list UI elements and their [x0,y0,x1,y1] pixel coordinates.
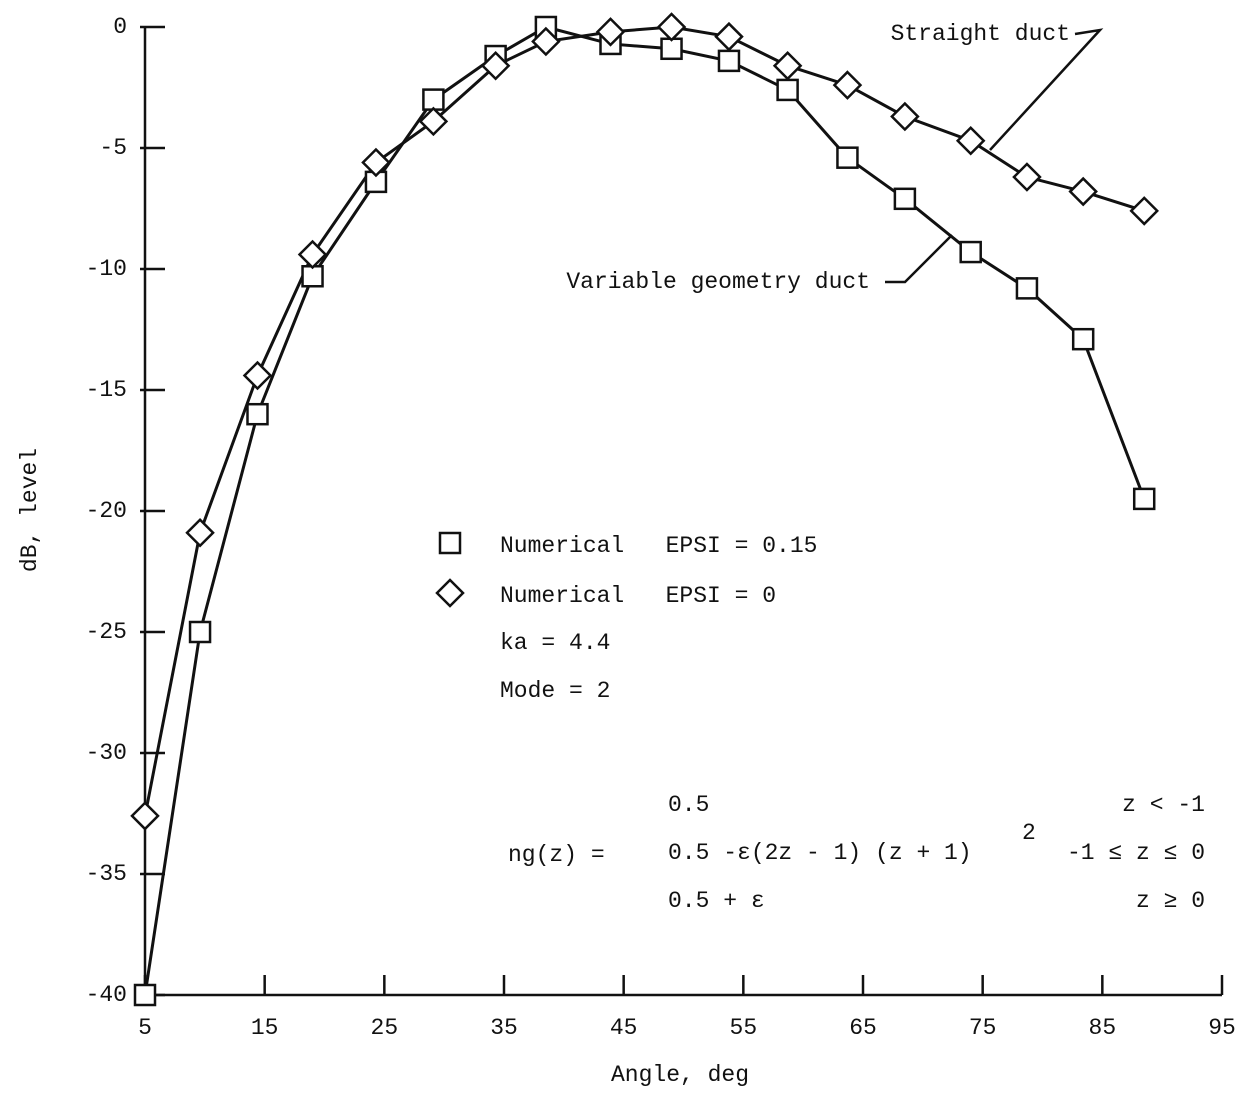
marker-square [133,983,157,1007]
marker-diamond [595,17,626,47]
y-tick-label: 0 [113,14,127,40]
legend-marker [435,578,465,608]
marker-diamond [361,147,391,178]
x-tick-label: 75 [969,1015,997,1041]
legend-marker [438,531,462,555]
marker-square [959,240,982,264]
formula-expr: 0.5 [668,792,709,818]
annotation: ka = 4.4 [500,630,610,656]
marker-diamond [297,239,328,270]
formula-expr: 0.5 -ε(2z - 1) (z + 1) [668,840,972,866]
y-tick-label: -5 [99,135,127,161]
legend-label: Numerical EPSI = 0.15 [500,533,817,559]
marker-square [301,265,324,288]
marker-diamond [130,801,160,831]
marker-diamond [1068,176,1098,207]
marker-square [1015,277,1039,300]
marker-diamond [418,106,449,137]
annotation: Variable geometry duct [566,269,870,295]
marker-square [1071,327,1095,351]
y-tick-label: -30 [86,740,127,766]
y-tick-label: -10 [86,256,127,282]
formula-expr: 0.5 + ε [668,888,765,914]
legend-label: Numerical EPSI = 0 [500,583,776,609]
marker-diamond [832,70,863,100]
x-tick-label: 35 [490,1015,518,1041]
series-line [143,25,1146,996]
formula-cond: -1 ≤ z ≤ 0 [1067,840,1205,866]
annotation: Mode = 2 [500,678,610,704]
marker-square [246,402,269,426]
marker-diamond [772,50,803,81]
marker-square [1132,487,1156,511]
x-tick-label: 45 [610,1015,638,1041]
marker-square [893,187,917,211]
y-tick-label: -40 [86,982,127,1008]
x-tick-label: 95 [1208,1015,1236,1041]
marker-square [776,78,799,102]
leader-line [989,28,1104,151]
marker-diamond [714,21,744,52]
marker-diamond [242,360,273,391]
marker-diamond [890,101,920,132]
marker-square [836,146,859,169]
y-tick-label: -20 [86,498,127,524]
y-tick-label: -15 [86,377,127,403]
x-tick-label: 5 [138,1015,152,1041]
y-tick-label: -35 [86,861,127,887]
marker-square [660,37,683,61]
marker-diamond [656,12,687,42]
x-tick-label: 25 [371,1015,399,1041]
formula-cond: z < -1 [1122,792,1205,818]
annotation: Straight duct [891,21,1070,47]
formula-sup: 2 [1022,820,1036,846]
formula-lhs: ng(z) = [508,842,605,868]
marker-diamond [480,50,511,81]
x-tick-label: 65 [849,1015,877,1041]
marker-square [188,620,212,644]
formula-cond: z ≥ 0 [1136,888,1205,914]
marker-diamond [185,518,215,548]
x-tick-label: 55 [730,1015,758,1041]
leader-line [885,234,953,284]
marker-diamond [531,26,561,57]
y-axis-label: dB, level [17,448,43,572]
x-tick-label: 85 [1089,1015,1117,1041]
marker-diamond [1012,162,1042,192]
y-tick-label: -25 [86,619,127,645]
x-tick-label: 15 [251,1015,279,1041]
x-axis-label: Angle, deg [611,1062,749,1088]
marker-diamond [955,125,986,156]
marker-square [717,49,741,73]
marker-diamond [1129,196,1159,226]
marker-square [422,88,445,111]
